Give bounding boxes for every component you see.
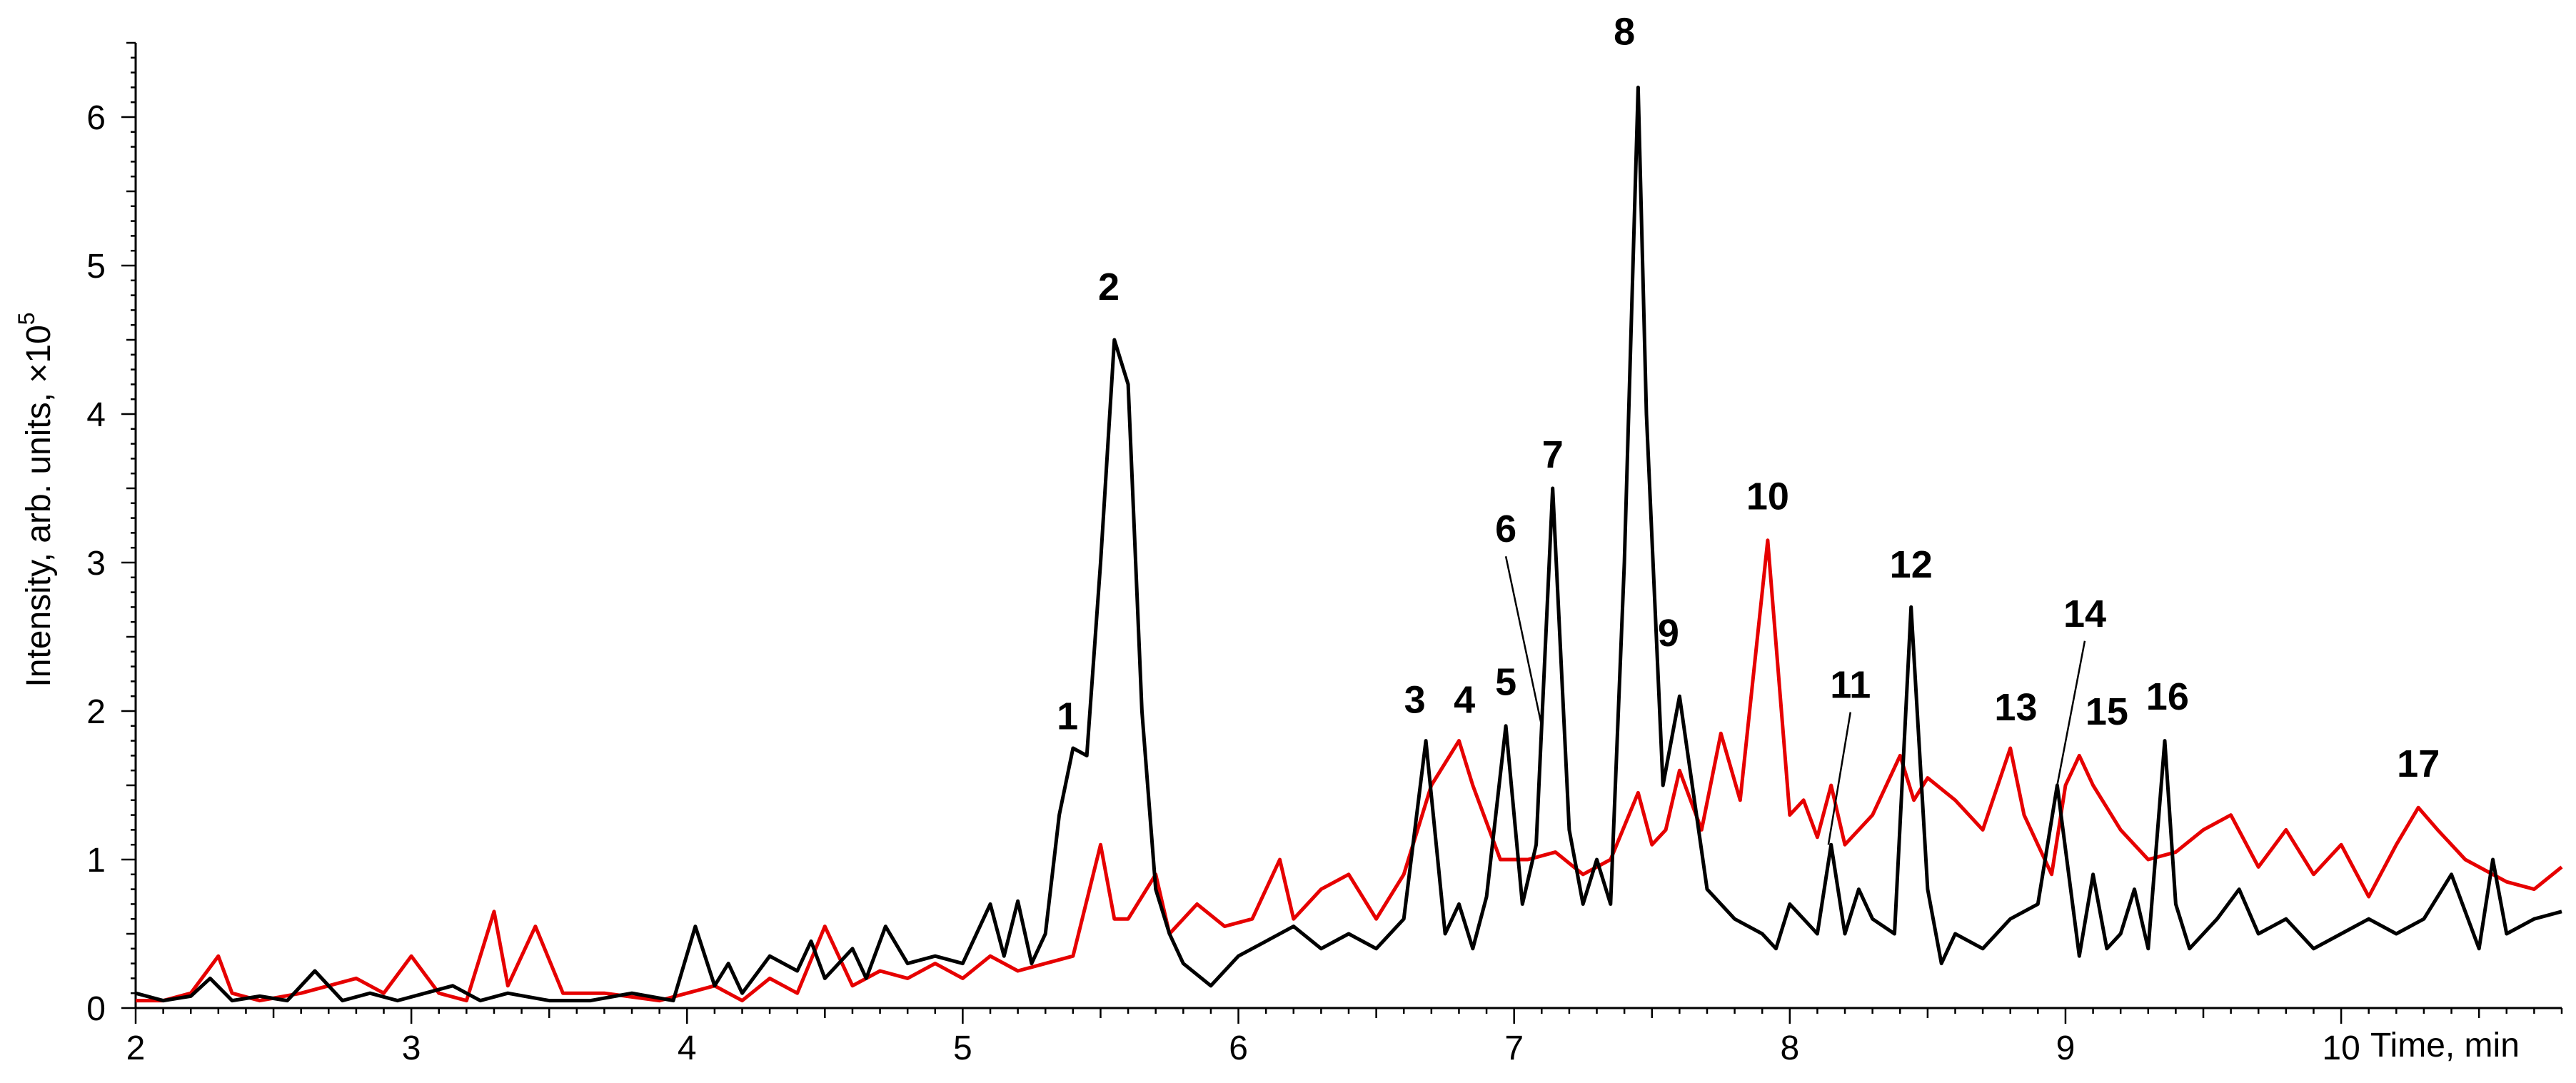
peak-label: 4	[1454, 678, 1475, 721]
peak-label: 3	[1404, 678, 1426, 721]
x-tick-label: 4	[678, 1029, 697, 1067]
x-tick-label: 10	[2322, 1029, 2360, 1067]
y-axis: 0 1 2 3 4 5 6	[86, 41, 137, 1028]
x-tick-label: 5	[953, 1029, 972, 1067]
x-axis: 2 3 4 5 6 7 8 9 10	[126, 1007, 2563, 1067]
x-tick-label: 6	[1229, 1029, 1248, 1067]
y-axis-title: Intensity, arb. units, ×105	[14, 312, 58, 687]
y-tick-label: 5	[86, 248, 106, 286]
peak-label: 7	[1542, 433, 1564, 476]
peak-label: 13	[1994, 686, 2037, 729]
series-layer	[135, 85, 2563, 1003]
peak-label: 11	[1830, 664, 1871, 707]
peak-label: 10	[1746, 475, 1789, 518]
y-tick-label: 6	[86, 99, 106, 137]
x-axis-title: Time, min	[2370, 1027, 2520, 1064]
peak-label: 2	[1098, 266, 1120, 308]
series-line-red	[136, 538, 2563, 1003]
peak-label: 17	[2397, 742, 2440, 785]
peak-label: 6	[1495, 508, 1516, 550]
peak-label: 9	[1658, 612, 1679, 655]
x-tick-label: 8	[1780, 1029, 1799, 1067]
peak-label: 14	[2063, 593, 2106, 635]
y-tick-label: 2	[86, 693, 106, 731]
y-tick-label: 1	[86, 842, 106, 880]
peak-label: 16	[2146, 675, 2189, 718]
series-line-black	[135, 85, 2562, 1003]
peak-leader-line	[1504, 555, 1543, 727]
peak-label: 1	[1057, 695, 1078, 737]
y-tick-label: 0	[86, 990, 106, 1028]
y-tick-label: 3	[86, 545, 106, 583]
peak-leader-line	[2056, 640, 2086, 786]
x-tick-label: 9	[2056, 1029, 2076, 1067]
x-tick-label: 2	[126, 1029, 146, 1067]
peak-label: 12	[1890, 543, 1933, 586]
peak-label: 15	[2086, 690, 2128, 733]
y-tick-label: 4	[86, 396, 106, 434]
peak-label: 5	[1495, 660, 1516, 703]
peak-leader-line	[1827, 712, 1852, 845]
y-axis-title-exponent: 5	[14, 312, 39, 325]
x-tick-label: 7	[1504, 1029, 1524, 1067]
peak-label: 8	[1614, 10, 1635, 53]
y-axis-title-text: Intensity, arb. units, ×10	[20, 325, 58, 687]
x-tick-label: 3	[402, 1029, 421, 1067]
